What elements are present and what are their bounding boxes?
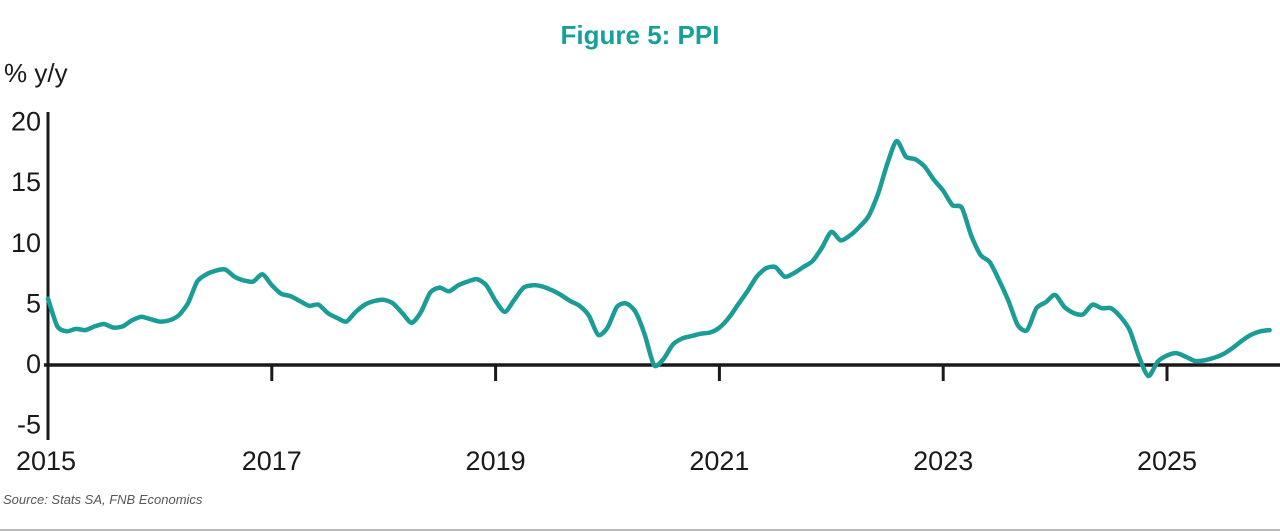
x-tick-label: 2017	[242, 446, 302, 476]
source-note: Source: Stats SA, FNB Economics	[3, 492, 203, 507]
y-axis-unit-label: % y/y	[4, 58, 68, 88]
chart-title: Figure 5: PPI	[560, 20, 720, 50]
y-tick-label: -5	[17, 410, 41, 440]
y-tick-label: 5	[26, 288, 41, 318]
bottom-divider	[0, 529, 1280, 531]
y-tick-label: 10	[11, 228, 41, 258]
x-tick-label: 2025	[1137, 446, 1197, 476]
x-tick-label: 2019	[466, 446, 526, 476]
y-tick-label: 20	[11, 107, 41, 137]
y-tick-label: 15	[11, 167, 41, 197]
ppi-series-line	[45, 138, 1272, 379]
x-tick-label: 2023	[913, 446, 973, 476]
x-tick-label: 2015	[16, 446, 76, 476]
y-tick-label: 0	[26, 349, 41, 379]
x-tick-label: 2021	[689, 446, 749, 476]
